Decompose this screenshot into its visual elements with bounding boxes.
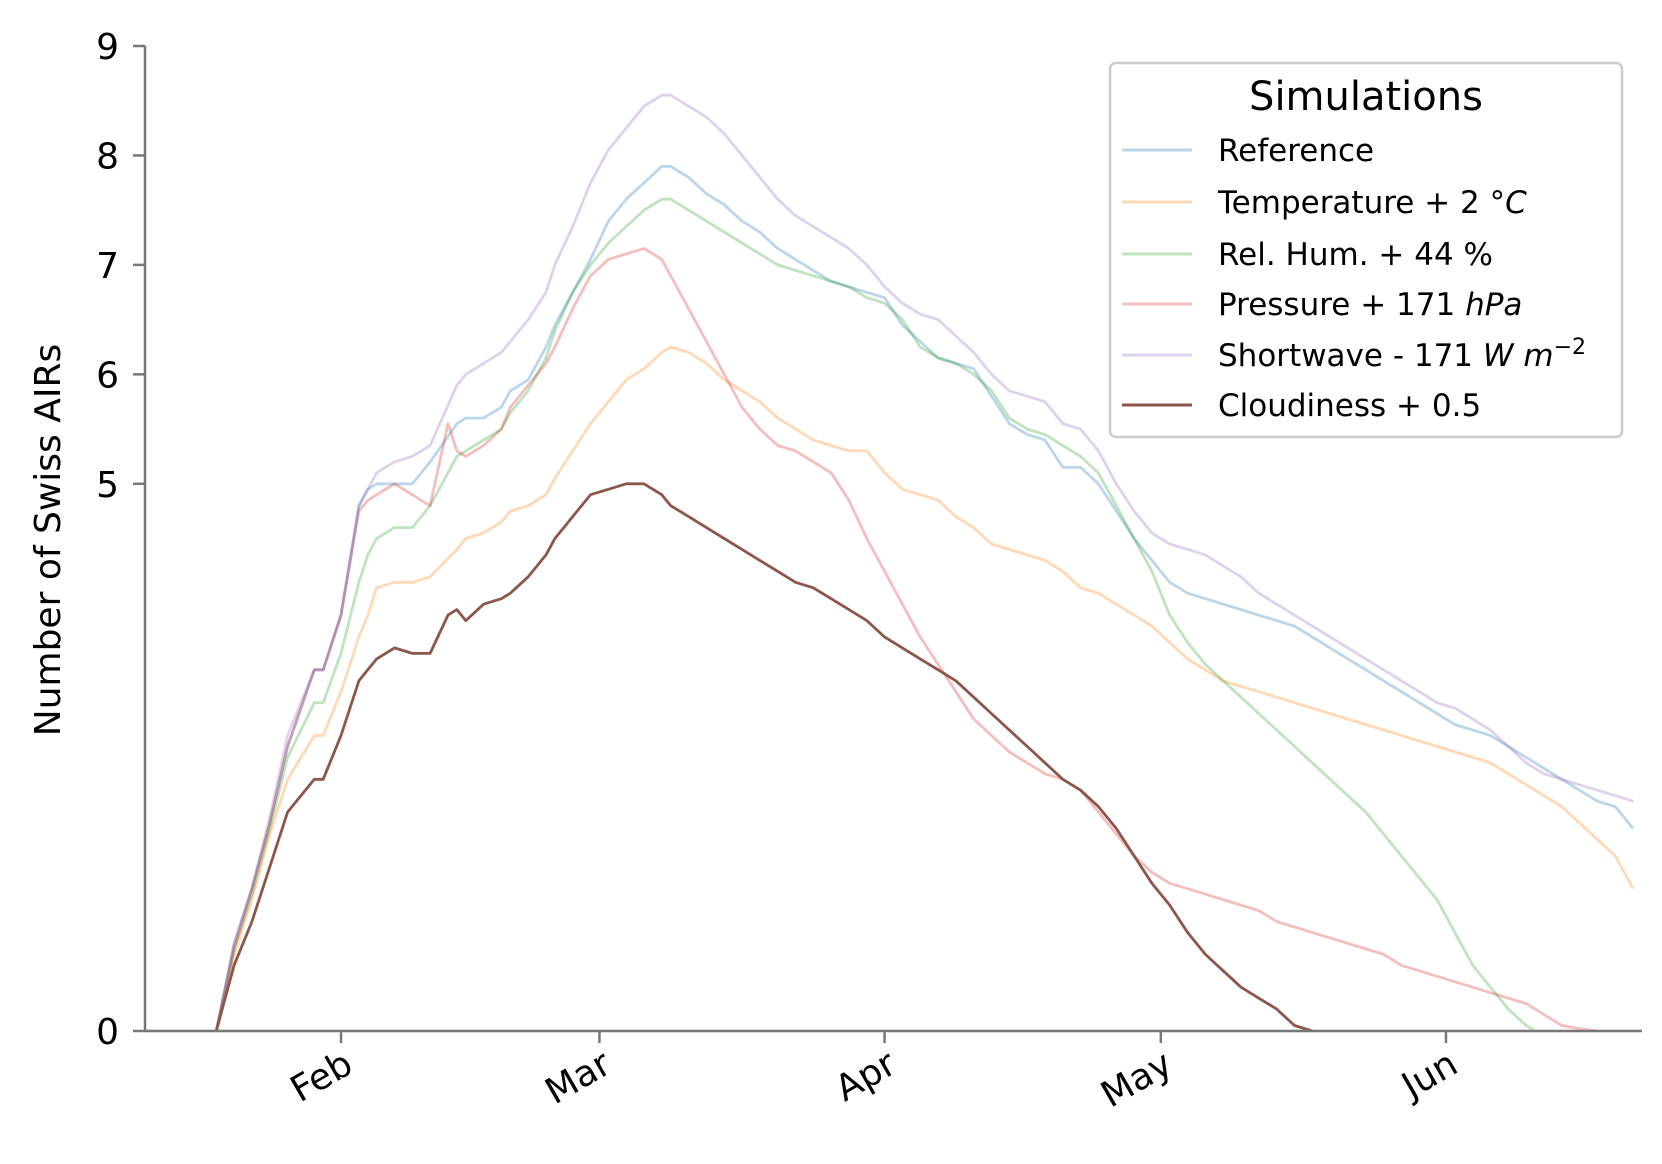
x-ticks: Feb Mar Apr May Jun (284, 1031, 1465, 1116)
y-tick-label: 5 (96, 465, 119, 506)
legend-label-5: Shortwave - 171 W m−2 (1218, 335, 1586, 375)
x-tick-label: Feb (284, 1043, 360, 1110)
legend-label-1: Reference (1218, 133, 1374, 169)
y-tick-label: 7 (96, 246, 119, 287)
y-ticks: 0 5 6 7 8 9 (96, 27, 145, 1053)
legend-label-2: Temperature + 2 °C (1217, 185, 1527, 221)
x-tick-label: Mar (539, 1043, 618, 1113)
legend-title: Simulations (1249, 74, 1483, 120)
series-line-2 (214, 345, 1635, 1032)
series-line-6 (214, 482, 1313, 1033)
legend-entries: Reference Temperature + 2 °C Rel. Hum. + 4… (1122, 133, 1586, 424)
y-tick-label: 0 (96, 1012, 119, 1053)
series-line-3 (214, 197, 1536, 1033)
y-tick-label: 9 (96, 27, 119, 68)
x-tick-label: Apr (829, 1043, 904, 1110)
legend-label-6: Cloudiness + 0.5 (1218, 388, 1481, 424)
series-line-4 (214, 247, 1598, 1033)
y-axis-label: Number of Swiss AIRs (28, 344, 69, 736)
series-line-5 (214, 93, 1634, 1032)
legend-frame (1108, 61, 1624, 439)
y-tick-label: 6 (96, 355, 119, 396)
y-tick-label: 8 (96, 136, 119, 177)
x-tick-label: May (1094, 1043, 1179, 1116)
x-tick-label: Jun (1394, 1043, 1465, 1108)
series-layer (214, 93, 1635, 1033)
axes (143, 46, 1642, 1033)
legend-label-4: Pressure + 171 hPa (1218, 287, 1522, 323)
legend-label-3: Rel. Hum. + 44 % (1218, 237, 1493, 273)
series-line-1 (214, 165, 1635, 1032)
